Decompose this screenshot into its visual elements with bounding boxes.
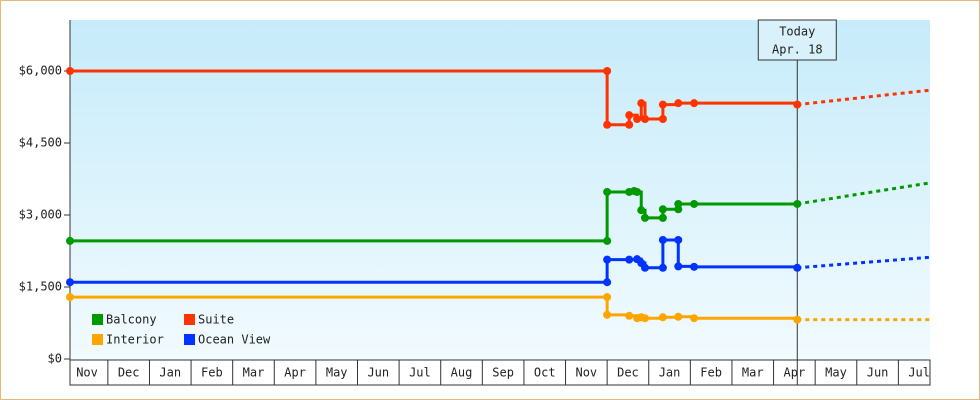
y-tick-label: $4,500 xyxy=(19,136,62,150)
point xyxy=(793,315,802,324)
x-tick-label: Sep xyxy=(492,366,514,380)
x-axis-band xyxy=(69,359,931,386)
forecast-line xyxy=(797,255,931,270)
point xyxy=(658,313,667,322)
point xyxy=(603,236,612,245)
x-tick-label: Apr xyxy=(784,366,806,380)
point xyxy=(690,99,699,108)
x-tick-label: Aug xyxy=(451,366,473,380)
point xyxy=(658,213,667,222)
point xyxy=(793,199,802,208)
today-box xyxy=(757,19,837,61)
point xyxy=(625,255,634,264)
y-tick-label: $0 xyxy=(48,352,62,366)
point xyxy=(793,100,802,109)
point xyxy=(658,115,667,123)
x-tick-label: Apr xyxy=(284,366,306,380)
point xyxy=(603,278,612,287)
point xyxy=(66,278,74,287)
point xyxy=(658,100,667,109)
x-tick-label: Jun xyxy=(867,366,889,380)
today-label: Apr. 18 xyxy=(772,43,823,57)
x-tick-label: Feb xyxy=(201,366,223,380)
point xyxy=(690,199,699,208)
point xyxy=(633,187,642,196)
point xyxy=(637,99,646,108)
point xyxy=(658,205,667,214)
x-tick-label: Dec xyxy=(118,366,140,380)
plot-area xyxy=(70,20,930,360)
point xyxy=(633,115,642,123)
point xyxy=(793,263,802,272)
point xyxy=(66,67,74,75)
x-tick-label: Feb xyxy=(700,366,722,380)
x-tick-label: May xyxy=(326,366,348,380)
today-label: Today xyxy=(779,25,815,39)
legend-label: Suite xyxy=(198,313,234,327)
x-tick-label: May xyxy=(825,366,847,380)
legend-label: Balcony xyxy=(106,313,157,327)
legend-label: Ocean View xyxy=(198,333,271,347)
point xyxy=(637,206,646,215)
x-tick-label: Jun xyxy=(367,366,389,380)
point xyxy=(603,67,612,75)
point xyxy=(658,235,667,244)
legend-swatch xyxy=(184,334,195,345)
point xyxy=(674,99,683,108)
point xyxy=(603,120,612,129)
point xyxy=(658,263,667,272)
point xyxy=(640,213,649,222)
legend-label: Interior xyxy=(106,333,164,347)
legend-swatch xyxy=(92,334,103,345)
x-tick-label: Jan xyxy=(159,366,181,380)
point xyxy=(625,311,634,320)
legend-swatch xyxy=(184,314,195,325)
point xyxy=(674,312,683,321)
x-tick-label: Dec xyxy=(617,366,639,380)
point xyxy=(674,262,683,271)
point xyxy=(674,199,683,208)
point xyxy=(640,263,649,272)
point xyxy=(674,235,683,244)
point xyxy=(66,293,74,302)
x-tick-label: Mar xyxy=(243,366,265,380)
x-tick-label: Jul xyxy=(409,366,431,380)
point xyxy=(625,120,634,129)
x-tick-label: Nov xyxy=(76,366,98,380)
forecast-line xyxy=(797,181,931,206)
x-tick-label: Jul xyxy=(908,366,930,380)
point xyxy=(66,236,74,245)
forecast-line xyxy=(797,88,931,107)
x-tick-label: Mar xyxy=(742,366,764,380)
point xyxy=(640,115,649,123)
point xyxy=(603,255,612,264)
legend-swatch xyxy=(92,314,103,325)
x-tick-label: Oct xyxy=(534,366,556,380)
y-tick-label: $1,500 xyxy=(19,280,62,294)
x-tick-label: Jan xyxy=(659,366,681,380)
point xyxy=(690,314,699,323)
point xyxy=(603,293,612,302)
point xyxy=(690,262,699,271)
point xyxy=(603,187,612,196)
point xyxy=(603,310,612,319)
y-tick-label: $6,000 xyxy=(19,64,62,78)
x-tick-label: Nov xyxy=(575,366,597,380)
point xyxy=(625,111,634,120)
y-tick-label: $3,000 xyxy=(19,208,62,222)
point xyxy=(640,314,649,323)
